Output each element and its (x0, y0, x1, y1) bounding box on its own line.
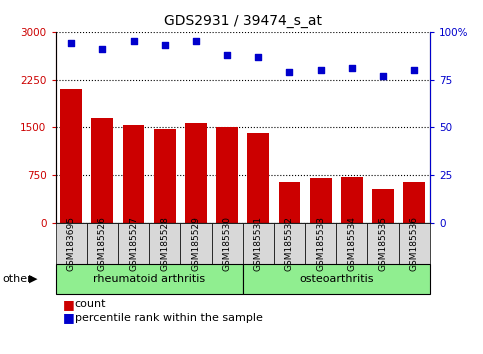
Bar (403, 182, 425, 223)
Text: GSM183695: GSM183695 (67, 216, 76, 271)
Bar (341, 177, 363, 223)
Point (411, 67, 418, 73)
Text: ▶: ▶ (28, 274, 37, 284)
Text: GSM185536: GSM185536 (410, 216, 419, 271)
Text: percentile rank within the sample: percentile rank within the sample (75, 313, 263, 322)
Point (161, 42, 169, 48)
Text: GSM185527: GSM185527 (129, 216, 138, 271)
Point (285, 69, 293, 75)
Text: ■: ■ (63, 298, 75, 311)
Point (255, 54, 262, 59)
Point (223, 52, 231, 58)
Text: GSM185532: GSM185532 (285, 216, 294, 271)
Bar (123, 125, 144, 223)
Bar (279, 182, 300, 223)
Bar (91, 118, 113, 223)
Bar (216, 127, 238, 223)
Bar (60, 89, 82, 223)
Title: GDS2931 / 39474_s_at: GDS2931 / 39474_s_at (164, 14, 322, 28)
Text: other: other (2, 274, 32, 284)
Point (379, 73, 387, 79)
Point (99, 46, 106, 52)
Bar (154, 129, 176, 223)
Text: rheumatoid arthritis: rheumatoid arthritis (93, 274, 205, 284)
Bar (185, 123, 207, 223)
Point (348, 65, 356, 71)
Text: GSM185531: GSM185531 (254, 216, 263, 271)
Text: osteoarthritis: osteoarthritis (299, 274, 373, 284)
Bar (247, 132, 269, 223)
Text: GSM185526: GSM185526 (98, 216, 107, 271)
Text: GSM185528: GSM185528 (160, 216, 169, 271)
Text: GSM185534: GSM185534 (347, 216, 356, 271)
Point (192, 39, 200, 44)
Point (67, 40, 75, 46)
Bar (310, 178, 332, 223)
Text: GSM185529: GSM185529 (191, 216, 200, 271)
Text: count: count (75, 299, 106, 309)
Text: GSM185530: GSM185530 (223, 216, 232, 271)
Bar (372, 189, 394, 223)
Text: ■: ■ (63, 311, 75, 324)
Point (129, 39, 137, 44)
Text: GSM185535: GSM185535 (379, 216, 387, 271)
Point (317, 67, 325, 73)
Text: GSM185533: GSM185533 (316, 216, 325, 271)
